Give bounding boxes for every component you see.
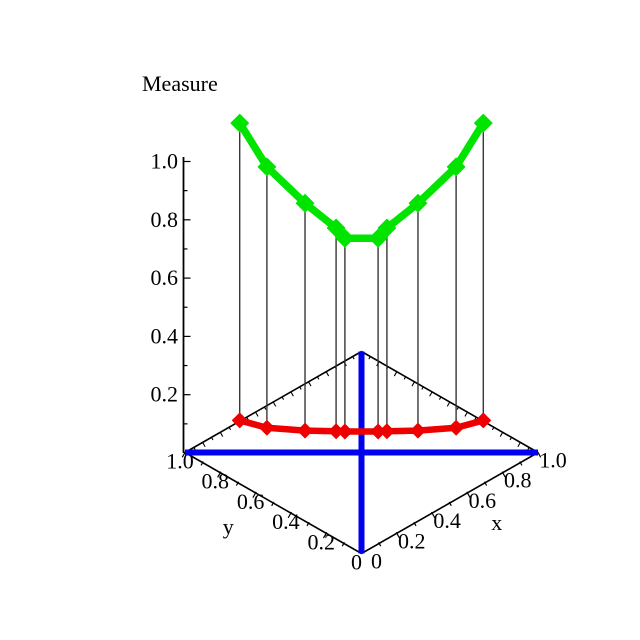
lower-curve-marker	[378, 423, 395, 440]
x-axis-tick-label: 0	[371, 549, 382, 574]
lower-curve-marker	[231, 412, 248, 429]
y-axis-tick-label: 0.2	[307, 529, 335, 554]
y-axis-tick	[287, 511, 293, 519]
back-left-edge-tick	[299, 386, 302, 390]
z-axis-tick-label: 0.4	[151, 323, 179, 348]
back-left-edge-tick	[325, 371, 330, 377]
back-right-edge-tick	[456, 406, 460, 410]
x-axis-tick	[378, 542, 382, 547]
back-right-edge-tick	[421, 386, 424, 390]
back-right-edge-tick	[491, 426, 495, 431]
upper-curve-marker	[326, 218, 346, 238]
back-right-edge-tick	[464, 411, 468, 417]
x-axis-tick-label: 1.0	[539, 448, 567, 473]
y-axis-tick-label: 0.6	[237, 489, 265, 514]
upper-curve-marker	[473, 113, 493, 133]
z-axis-title: Measure	[142, 71, 218, 96]
z-axis-tick-label: 0.6	[151, 265, 179, 290]
lower-curve-marker	[448, 419, 465, 436]
z-axis-tick-label: 1.0	[151, 149, 179, 174]
y-axis-tick	[322, 531, 328, 539]
upper-curve-marker	[408, 193, 428, 213]
back-left-edge-tick	[308, 381, 312, 387]
x-axis-tick	[483, 481, 488, 486]
y-axis-tick	[235, 481, 240, 486]
lower-curve-line	[238, 417, 485, 435]
back-left-edge-tick	[202, 442, 206, 448]
back-right-edge-tick	[368, 356, 371, 360]
x-axis-tick-label: 0.8	[504, 468, 532, 493]
lower-curve-marker	[475, 412, 492, 429]
z-axis-tick-label: 0.8	[151, 207, 179, 232]
back-left-edge-tick	[228, 426, 232, 431]
lower-curve-marker	[370, 423, 387, 440]
upper-curve-marker	[377, 218, 397, 238]
back-right-edge-tick	[403, 376, 407, 380]
x-axis-tick-label: 0.2	[398, 528, 426, 553]
lower-curve-marker	[336, 423, 353, 440]
y-axis-tick-label: 0.8	[202, 469, 230, 494]
y-axis-tick-label: 0.4	[272, 509, 300, 534]
back-left-edge-tick	[352, 356, 355, 360]
back-right-edge-tick	[517, 442, 521, 448]
upper-curve-marker	[230, 113, 250, 133]
upper-curve-marker	[257, 157, 277, 177]
x-axis-tick-label: 0.4	[433, 508, 461, 533]
back-right-edge-tick	[411, 381, 415, 387]
y-axis-tick	[200, 461, 204, 466]
back-right-edge-tick	[438, 396, 442, 400]
upper-curve-marker	[368, 228, 388, 248]
back-left-edge-tick	[290, 391, 294, 397]
upper-curve-marker	[446, 157, 466, 177]
upper-curve-marker	[335, 228, 355, 248]
back-right-edge-tick	[509, 437, 513, 441]
x-axis-tick	[430, 511, 436, 519]
back-right-edge-tick	[446, 401, 451, 407]
x-axis-tick	[519, 461, 523, 466]
back-left-edge-tick	[219, 432, 224, 437]
y-axis-tick	[252, 491, 257, 498]
back-left-edge-tick	[272, 401, 277, 407]
lower-curve-marker	[258, 419, 275, 436]
x-axis-tick	[395, 531, 401, 539]
y-axis-label: y	[223, 514, 234, 539]
x-axis-tick	[501, 471, 506, 478]
y-axis-tick	[217, 471, 222, 478]
y-axis-tick	[341, 542, 345, 547]
y-axis-tick-label: 0	[351, 550, 362, 575]
back-left-edge-tick	[316, 376, 320, 380]
lower-curve-marker	[297, 422, 314, 439]
back-left-edge-tick	[263, 406, 267, 410]
upper-curve-marker	[295, 193, 315, 213]
x-axis-tick	[466, 491, 471, 498]
back-left-edge-tick	[281, 396, 285, 400]
lower-curve-marker	[409, 422, 426, 439]
back-left-edge-tick	[210, 437, 214, 441]
x-axis-tick	[448, 501, 452, 507]
x-axis-tick	[413, 521, 417, 527]
back-right-edge-tick	[499, 432, 504, 437]
x-axis-tick-label: 0.6	[469, 488, 497, 513]
x-axis-label: x	[491, 510, 502, 535]
y-axis-tick	[306, 521, 310, 527]
back-right-edge-tick	[393, 371, 398, 377]
back-right-edge-tick	[429, 391, 433, 397]
back-left-edge-tick	[255, 411, 259, 417]
z-axis-tick-label: 0.2	[151, 382, 179, 407]
upper-curve-line	[236, 121, 487, 242]
y-axis-tick	[271, 501, 275, 507]
lower-curve-marker	[328, 423, 345, 440]
